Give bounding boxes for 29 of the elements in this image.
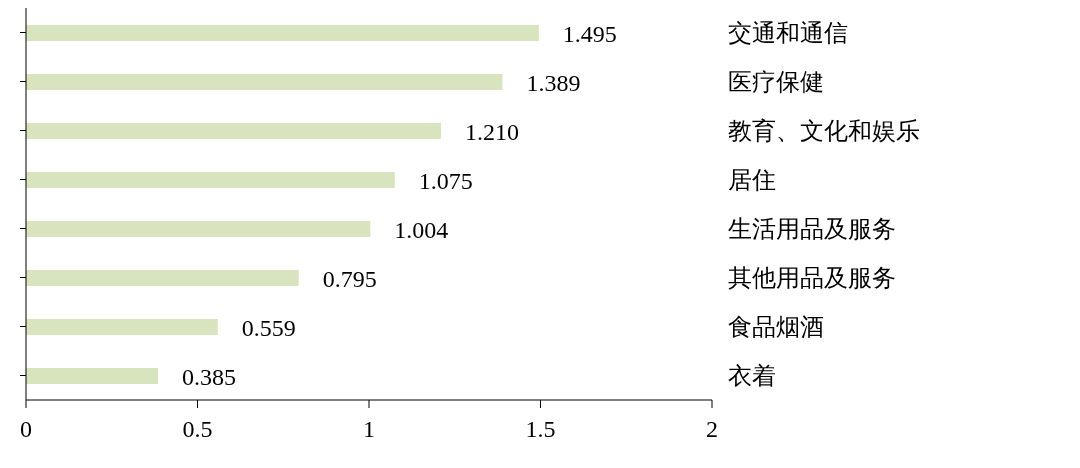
data-label: 0.559 xyxy=(241,314,296,341)
bar xyxy=(26,123,442,139)
data-label: 1.495 xyxy=(562,20,617,47)
bar xyxy=(26,172,395,188)
y-tick-label: 教育、文化和娱乐 xyxy=(728,118,920,145)
data-label: 1.210 xyxy=(465,118,520,145)
y-tick-label: 医疗保健 xyxy=(728,69,824,96)
x-tick-label: 0.5 xyxy=(182,416,213,443)
bar xyxy=(26,221,371,237)
bar xyxy=(26,368,159,384)
x-tick-label: 1 xyxy=(363,416,375,443)
data-label: 1.004 xyxy=(394,216,449,243)
data-label: 0.795 xyxy=(322,265,377,292)
bar xyxy=(26,319,218,335)
data-label: 1.075 xyxy=(418,167,473,194)
y-tick-label: 其他用品及服务 xyxy=(728,265,896,292)
y-tick-label: 衣着 xyxy=(728,363,776,390)
data-label: 0.385 xyxy=(182,363,237,390)
data-label: 1.389 xyxy=(526,69,581,96)
bar xyxy=(26,25,539,41)
y-tick-label: 食品烟酒 xyxy=(728,314,824,341)
bar xyxy=(26,270,299,286)
bar xyxy=(26,74,503,90)
x-tick-label: 2 xyxy=(706,416,718,443)
y-tick-label: 居住 xyxy=(728,167,776,194)
x-tick-label: 1.5 xyxy=(525,416,556,443)
y-tick-label: 生活用品及服务 xyxy=(728,216,896,243)
x-tick-label: 0 xyxy=(20,416,32,443)
y-tick-label: 交通和通信 xyxy=(728,20,848,47)
